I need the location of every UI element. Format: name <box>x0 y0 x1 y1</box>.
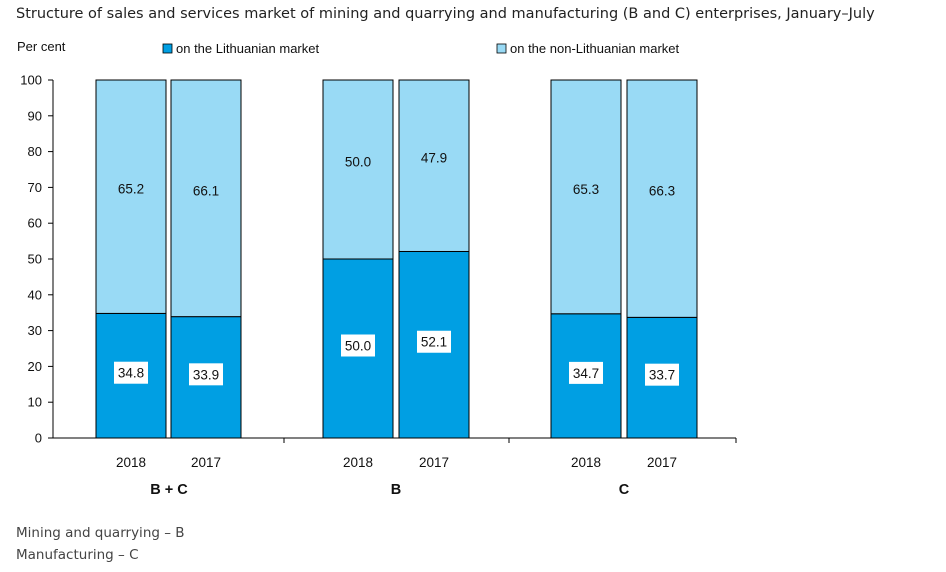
data-label-box-lithuanian-5 <box>645 363 679 386</box>
y-tick-label: 100 <box>20 73 42 88</box>
y-tick-label: 90 <box>28 108 42 123</box>
data-label-box-lithuanian-4 <box>569 361 603 384</box>
data-label-box-lithuanian-2 <box>341 334 375 357</box>
x-tick-label: 2018 <box>116 455 146 470</box>
data-label-lithuanian-2: 50.0 <box>345 339 371 354</box>
legend-label-non-lithuanian: on the non-Lithuanian market <box>510 41 680 56</box>
data-label-lithuanian-3: 52.1 <box>421 335 447 350</box>
y-tick-label: 40 <box>28 287 42 302</box>
y-axis-label: Per cent <box>17 39 66 54</box>
legend-swatch-non-lithuanian <box>496 43 507 54</box>
x-group-label: B <box>391 482 401 498</box>
y-tick-label: 20 <box>28 359 42 374</box>
data-label-box-lithuanian-3 <box>417 330 451 353</box>
x-tick-label: 2018 <box>571 455 601 470</box>
y-tick-label: 80 <box>28 144 42 159</box>
data-label-non-lithuanian-0: 65.2 <box>118 182 144 197</box>
bar-non-lithuanian-1 <box>170 79 242 318</box>
x-group-label: B + C <box>150 482 188 498</box>
data-label-non-lithuanian-2: 50.0 <box>345 155 371 170</box>
y-tick-label: 10 <box>28 395 42 410</box>
data-label-box-lithuanian-0 <box>114 361 148 384</box>
chart-title: Structure of sales and services market o… <box>16 6 875 22</box>
legend-swatch-lithuanian <box>162 43 173 54</box>
y-tick-label: 30 <box>28 323 42 338</box>
bar-non-lithuanian-2 <box>322 79 394 260</box>
x-tick-label: 2017 <box>647 455 677 470</box>
x-tick-label: 2017 <box>419 455 449 470</box>
data-label-lithuanian-1: 33.9 <box>193 367 219 382</box>
footnote-mining: Mining and quarrying – B <box>16 525 185 541</box>
x-tick-label: 2018 <box>343 455 373 470</box>
data-label-lithuanian-4: 34.7 <box>573 366 599 381</box>
y-tick-label: 50 <box>28 252 42 267</box>
data-label-lithuanian-0: 34.8 <box>118 366 144 381</box>
y-tick-label: 70 <box>28 180 42 195</box>
data-label-non-lithuanian-5: 66.3 <box>649 184 675 199</box>
footnote-manufacturing: Manufacturing – C <box>16 547 139 563</box>
bar-non-lithuanian-4 <box>550 79 622 315</box>
plot-area: 0 10 20 30 40 50 60 70 80 90 100 34.8 65.2 2018 33.9 66… <box>20 73 737 498</box>
bar-non-lithuanian-3 <box>398 79 470 252</box>
data-label-box-lithuanian-1 <box>189 363 223 386</box>
data-label-non-lithuanian-4: 65.3 <box>573 182 599 197</box>
data-label-non-lithuanian-1: 66.1 <box>193 183 219 198</box>
x-tick-label: 2017 <box>191 455 221 470</box>
y-tick-label: 0 <box>35 431 42 446</box>
y-tick-label: 60 <box>28 216 42 231</box>
bar-non-lithuanian-5 <box>626 79 698 318</box>
legend-label-lithuanian: on the Lithuanian market <box>176 41 319 56</box>
bar-non-lithuanian-0 <box>95 79 167 314</box>
data-label-lithuanian-5: 33.7 <box>649 368 675 383</box>
data-label-non-lithuanian-3: 47.9 <box>421 151 447 166</box>
x-group-label: C <box>619 482 630 498</box>
